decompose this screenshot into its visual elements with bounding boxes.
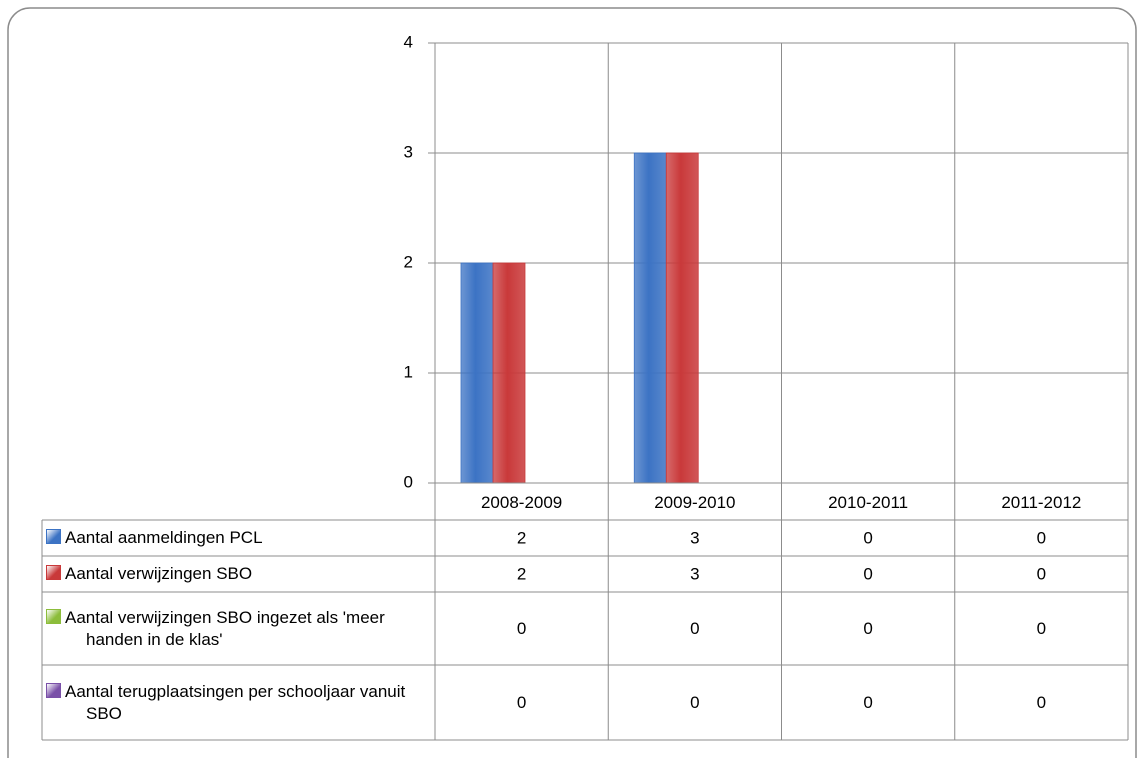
legend-cell: Aantal verwijzingen SBO ingezet als 'mee… [46, 592, 431, 665]
table-value: 0 [1037, 528, 1046, 547]
y-tick-label: 1 [404, 362, 413, 381]
table-value: 0 [863, 564, 872, 583]
legend-label: Aantal verwijzingen SBO [46, 556, 431, 592]
y-tick-label: 2 [404, 252, 413, 271]
y-tick-label: 3 [404, 142, 413, 161]
table-value: 0 [863, 693, 872, 712]
legend-label: Aantal terugplaatsingen per schooljaar v… [46, 665, 431, 740]
table-value: 0 [517, 693, 526, 712]
x-tick-label: 2009-2010 [654, 493, 735, 512]
table-value: 0 [863, 528, 872, 547]
legend-text: Aantal verwijzingen SBO [65, 564, 253, 583]
x-tick-label: 2011-2012 [1001, 493, 1081, 512]
legend-swatch [46, 565, 61, 580]
x-tick-label: 2010-2011 [828, 493, 908, 512]
bar [492, 262, 526, 484]
bar [633, 152, 667, 484]
table-value: 0 [1037, 619, 1046, 638]
table-value: 3 [690, 528, 699, 547]
legend-text: Aantal terugplaatsingen per schooljaar v… [65, 681, 406, 723]
table-value: 0 [690, 693, 699, 712]
table-value: 0 [690, 619, 699, 638]
table-value: 0 [1037, 693, 1046, 712]
bar [460, 262, 494, 484]
legend-label: Aantal aanmeldingen PCL [46, 520, 431, 556]
table-value: 0 [1037, 564, 1046, 583]
legend-label: Aantal verwijzingen SBO ingezet als 'mee… [46, 592, 431, 665]
legend-cell: Aantal verwijzingen SBO [46, 556, 431, 592]
legend-text: Aantal aanmeldingen PCL [65, 528, 263, 547]
table-value: 0 [863, 619, 872, 638]
legend-swatch [46, 608, 61, 624]
chart-frame [7, 7, 1137, 758]
legend-swatch [46, 529, 61, 544]
table-value: 3 [690, 564, 699, 583]
bar [665, 152, 699, 484]
table-value: 0 [517, 619, 526, 638]
legend-text: Aantal verwijzingen SBO ingezet als 'mee… [65, 607, 385, 649]
table-value: 2 [517, 564, 526, 583]
x-tick-label: 2008-2009 [481, 493, 562, 512]
legend-cell: Aantal terugplaatsingen per schooljaar v… [46, 665, 431, 740]
legend-swatch [46, 682, 61, 698]
y-tick-label: 4 [404, 32, 413, 51]
legend-cell: Aantal aanmeldingen PCL [46, 520, 431, 556]
y-tick-label: 0 [404, 472, 413, 491]
table-value: 2 [517, 528, 526, 547]
